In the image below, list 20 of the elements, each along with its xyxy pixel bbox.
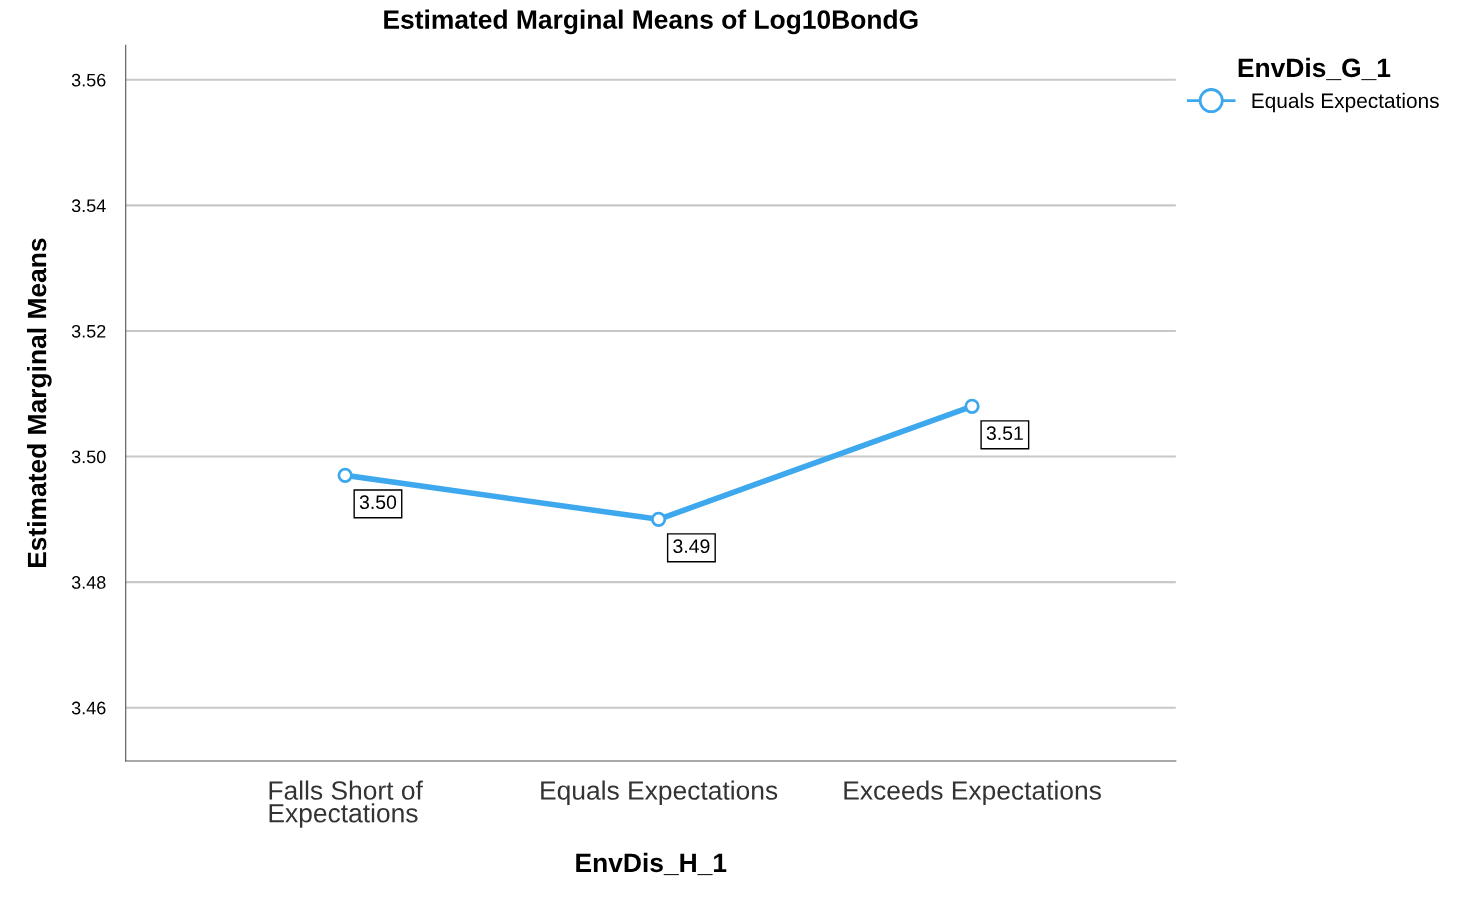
y-axis-title: Estimated Marginal Means (26, 238, 52, 568)
legend-title: EnvDis_G_1 (1238, 57, 1391, 81)
data-label: 3.51 (986, 426, 1023, 441)
y-tick-label: 3.56 (71, 73, 106, 87)
x-tick-label: Equals Expectations (541, 780, 778, 806)
legend-label: Equals Expectations (1252, 92, 1439, 113)
x-axis-title: EnvDis_H_1 (576, 852, 727, 876)
y-tick-label: 3.54 (71, 199, 106, 213)
point (337, 467, 353, 484)
y-tick-label: 3.52 (71, 324, 106, 338)
chart-title: Estimated Marginal Means of Log10BondG (384, 9, 918, 35)
x-tick-label: Exceeds Expectations (844, 780, 1101, 806)
point (964, 398, 980, 414)
data-label: 3.49 (673, 539, 710, 554)
y-tick-label: 3.46 (71, 701, 106, 715)
data-label: 3.50 (359, 495, 397, 510)
y-tick-label: 3.50 (71, 450, 106, 464)
point (650, 511, 667, 527)
x-tick-label: Falls Short of Expectations (269, 780, 423, 828)
y-tick-label: 3.48 (71, 576, 106, 589)
